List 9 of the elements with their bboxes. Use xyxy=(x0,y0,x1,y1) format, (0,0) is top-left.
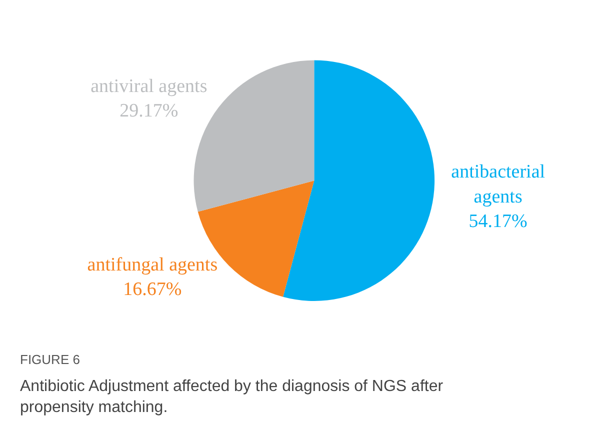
data-label: 54.17% xyxy=(468,211,528,232)
slice-label: antiviral agents xyxy=(90,76,208,97)
pie-slice xyxy=(283,60,434,301)
data-label: 29.17% xyxy=(120,100,178,122)
slice-label: antifungal agents xyxy=(87,254,218,276)
caption: FIGURE 6 xyxy=(20,352,80,367)
text: Antibiotic Adjustment affected by the diagnosis of NGS after propensity matching. xyxy=(20,378,444,416)
slice-label: antibacterial agents xyxy=(451,162,546,208)
data-label: 16.67% xyxy=(123,279,182,300)
